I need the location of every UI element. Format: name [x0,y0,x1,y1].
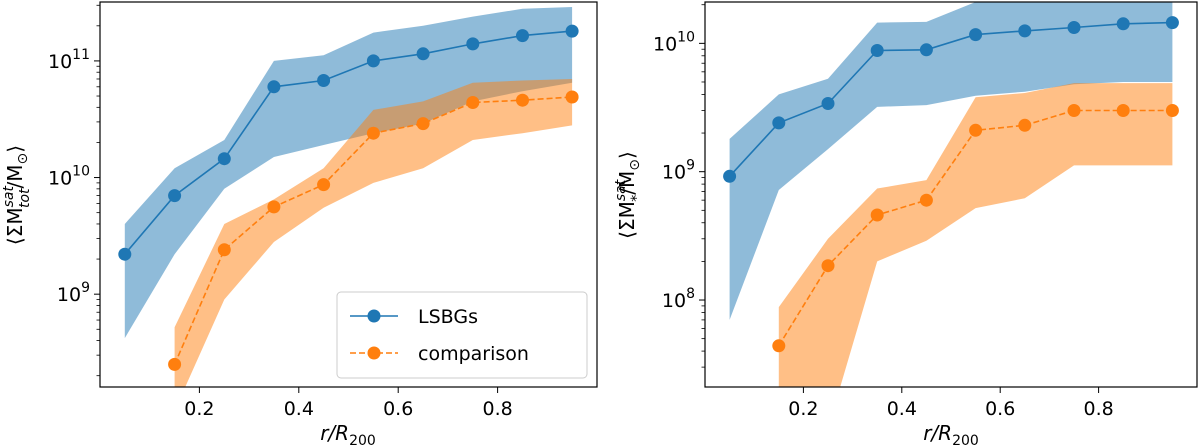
left-band-comparison [174,79,573,387]
right-y-axis-label: ⟨ΣMsat*/M⊙⟩ [613,151,645,239]
left-axes-frame [99,1,598,388]
left-x-ticks: 0.2 0.4 0.6 0.8 [184,387,513,420]
left-point-lsbgs-6 [416,47,430,61]
left-point-lsbgs-7 [466,37,480,51]
legend-label-lsbgs: LSBGs [418,306,478,328]
right-axes-frame [704,1,1198,388]
left-bands [124,7,573,387]
left-x-tick-label-2: 0.6 [383,398,413,420]
right-x-tick-label-2: 0.6 [985,398,1015,420]
right-point-comparison-5 [1018,118,1032,132]
right-point-lsbgs-0 [723,169,737,183]
right-x-ticks: 0.2 0.4 0.6 0.8 [788,387,1114,420]
left-point-comparison-7 [516,93,529,107]
left-point-comparison-4 [366,126,380,140]
left-point-comparison-1 [217,243,231,257]
right-point-comparison-2 [870,208,884,222]
left-point-comparison-3 [317,178,331,192]
legend-marker-comparison [367,346,381,360]
right-point-comparison-6 [1067,104,1081,117]
left-point-lsbgs-5 [366,54,380,68]
right-point-comparison-3 [919,193,933,207]
right-panel: 0.2 0.4 0.6 0.8 108 109 1010 r/R200 ⟨ΣMsat*/M… [613,1,1198,447]
right-point-lsbgs-1 [772,116,786,130]
right-band-comparison [778,83,1173,387]
right-point-comparison-0 [772,339,786,353]
left-point-lsbgs-3 [267,80,281,94]
right-bands [729,2,1173,387]
right-y-ticks: 108 109 1010 [653,4,705,368]
left-point-comparison-5 [416,117,430,131]
left-y-axis-label: ⟨ΣMsattot/M⊙⟩ [1,145,33,245]
left-y-tick-label-0: 109 [57,280,90,306]
left-point-comparison-2 [267,200,281,214]
left-y-tick-label-2: 1011 [48,47,90,73]
right-y-tick-label-2: 1010 [653,29,695,55]
right-band-lsbgs [729,2,1173,320]
right-y-tick-label-0: 108 [662,286,695,312]
right-x-axis-label: r/R200 [923,421,979,447]
legend: LSBGs comparison [336,291,588,379]
left-y-ticks: 109 1010 1011 [48,4,100,377]
right-point-comparison-4 [969,123,983,137]
left-point-lsbgs-1 [168,189,182,203]
left-point-lsbgs-2 [217,152,231,166]
left-x-axis-label: r/R200 [320,421,376,447]
left-panel: 0.2 0.4 0.6 0.8 109 1010 1011 r/R200 ⟨ΣMsatto… [1,1,598,447]
left-point-lsbgs-8 [516,29,529,43]
legend-label-comparison: comparison [418,343,529,365]
right-point-lsbgs-4 [919,43,933,57]
right-x-tick-label-1: 0.4 [887,398,917,420]
right-point-lsbgs-2 [821,97,835,110]
left-line-lsbgs [124,30,573,255]
right-point-lsbgs-6 [1018,24,1032,38]
left-point-comparison-8 [565,90,579,104]
right-markers [723,16,1179,353]
left-x-tick-label-3: 0.8 [482,398,512,420]
right-point-comparison-1 [821,259,835,273]
left-y-tick-label-1: 1010 [48,164,90,190]
right-point-lsbgs-7 [1067,21,1081,34]
left-x-tick-label-1: 0.4 [284,398,314,420]
right-y-tick-label-1: 109 [662,158,695,184]
left-markers [118,24,579,371]
left-x-tick-label-0: 0.2 [184,398,214,420]
right-point-lsbgs-3 [870,44,884,57]
right-line-lsbgs [729,21,1173,177]
right-point-comparison-7 [1116,104,1130,117]
legend-marker-lsbgs [367,309,381,323]
legend-box [336,291,588,379]
right-point-lsbgs-5 [969,28,983,42]
left-point-comparison-0 [168,357,182,371]
right-point-lsbgs-9 [1165,16,1179,30]
left-point-lsbgs-0 [118,247,132,261]
left-point-lsbgs-9 [565,24,579,38]
right-point-comparison-8 [1165,104,1179,117]
right-point-lsbgs-8 [1116,17,1130,31]
right-x-tick-label-0: 0.2 [788,398,818,420]
left-point-lsbgs-4 [317,74,331,87]
right-x-tick-label-3: 0.8 [1083,398,1113,420]
left-point-comparison-6 [466,96,480,109]
